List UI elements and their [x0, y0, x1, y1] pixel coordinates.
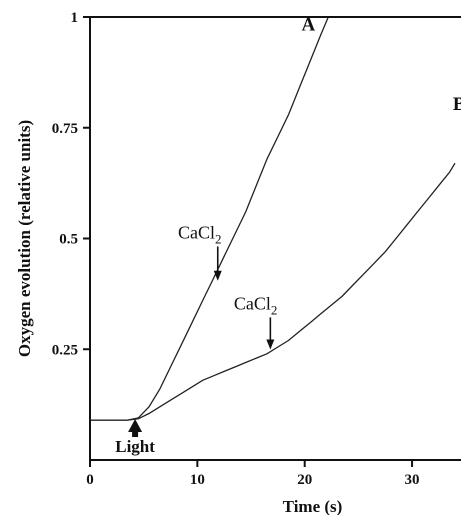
light-marker: Light: [115, 419, 155, 456]
series-label-a: A: [301, 14, 315, 35]
x-tick-label: 20: [297, 472, 312, 488]
x-tick-label: 0: [86, 472, 94, 488]
axes: [89, 16, 461, 461]
y-tick-label: 1: [71, 10, 79, 26]
light-label: Light: [115, 437, 155, 456]
down-arrow-icon: [213, 270, 222, 281]
up-arrow-icon: [128, 419, 143, 432]
down-arrow-icon: [266, 339, 275, 350]
x-ticks: 0 10 20 30: [86, 460, 420, 488]
cacl2-annotation-label: CaCl2: [234, 293, 278, 317]
y-tick-label: 0.25: [52, 342, 78, 358]
y-tick-label: 0.75: [52, 121, 78, 137]
y-axis-title: Oxygen evolution (relative units): [15, 120, 34, 357]
up-arrow-stem: [132, 431, 139, 437]
y-tick-label: 0.5: [59, 232, 78, 248]
series-label-b: B: [453, 94, 461, 115]
series-layer: AB: [90, 14, 461, 421]
x-axis-title: Time (s): [283, 497, 343, 515]
series-line-a: [90, 16, 329, 421]
x-tick-label: 30: [405, 472, 420, 488]
x-tick-label: 10: [190, 472, 205, 488]
series-line-b: [90, 162, 456, 421]
annotations: CaCl2 CaCl2: [178, 223, 277, 350]
cacl2-annotation-label: CaCl2: [178, 223, 222, 247]
y-ticks: 0.25 0.5 0.75 1: [52, 10, 90, 358]
